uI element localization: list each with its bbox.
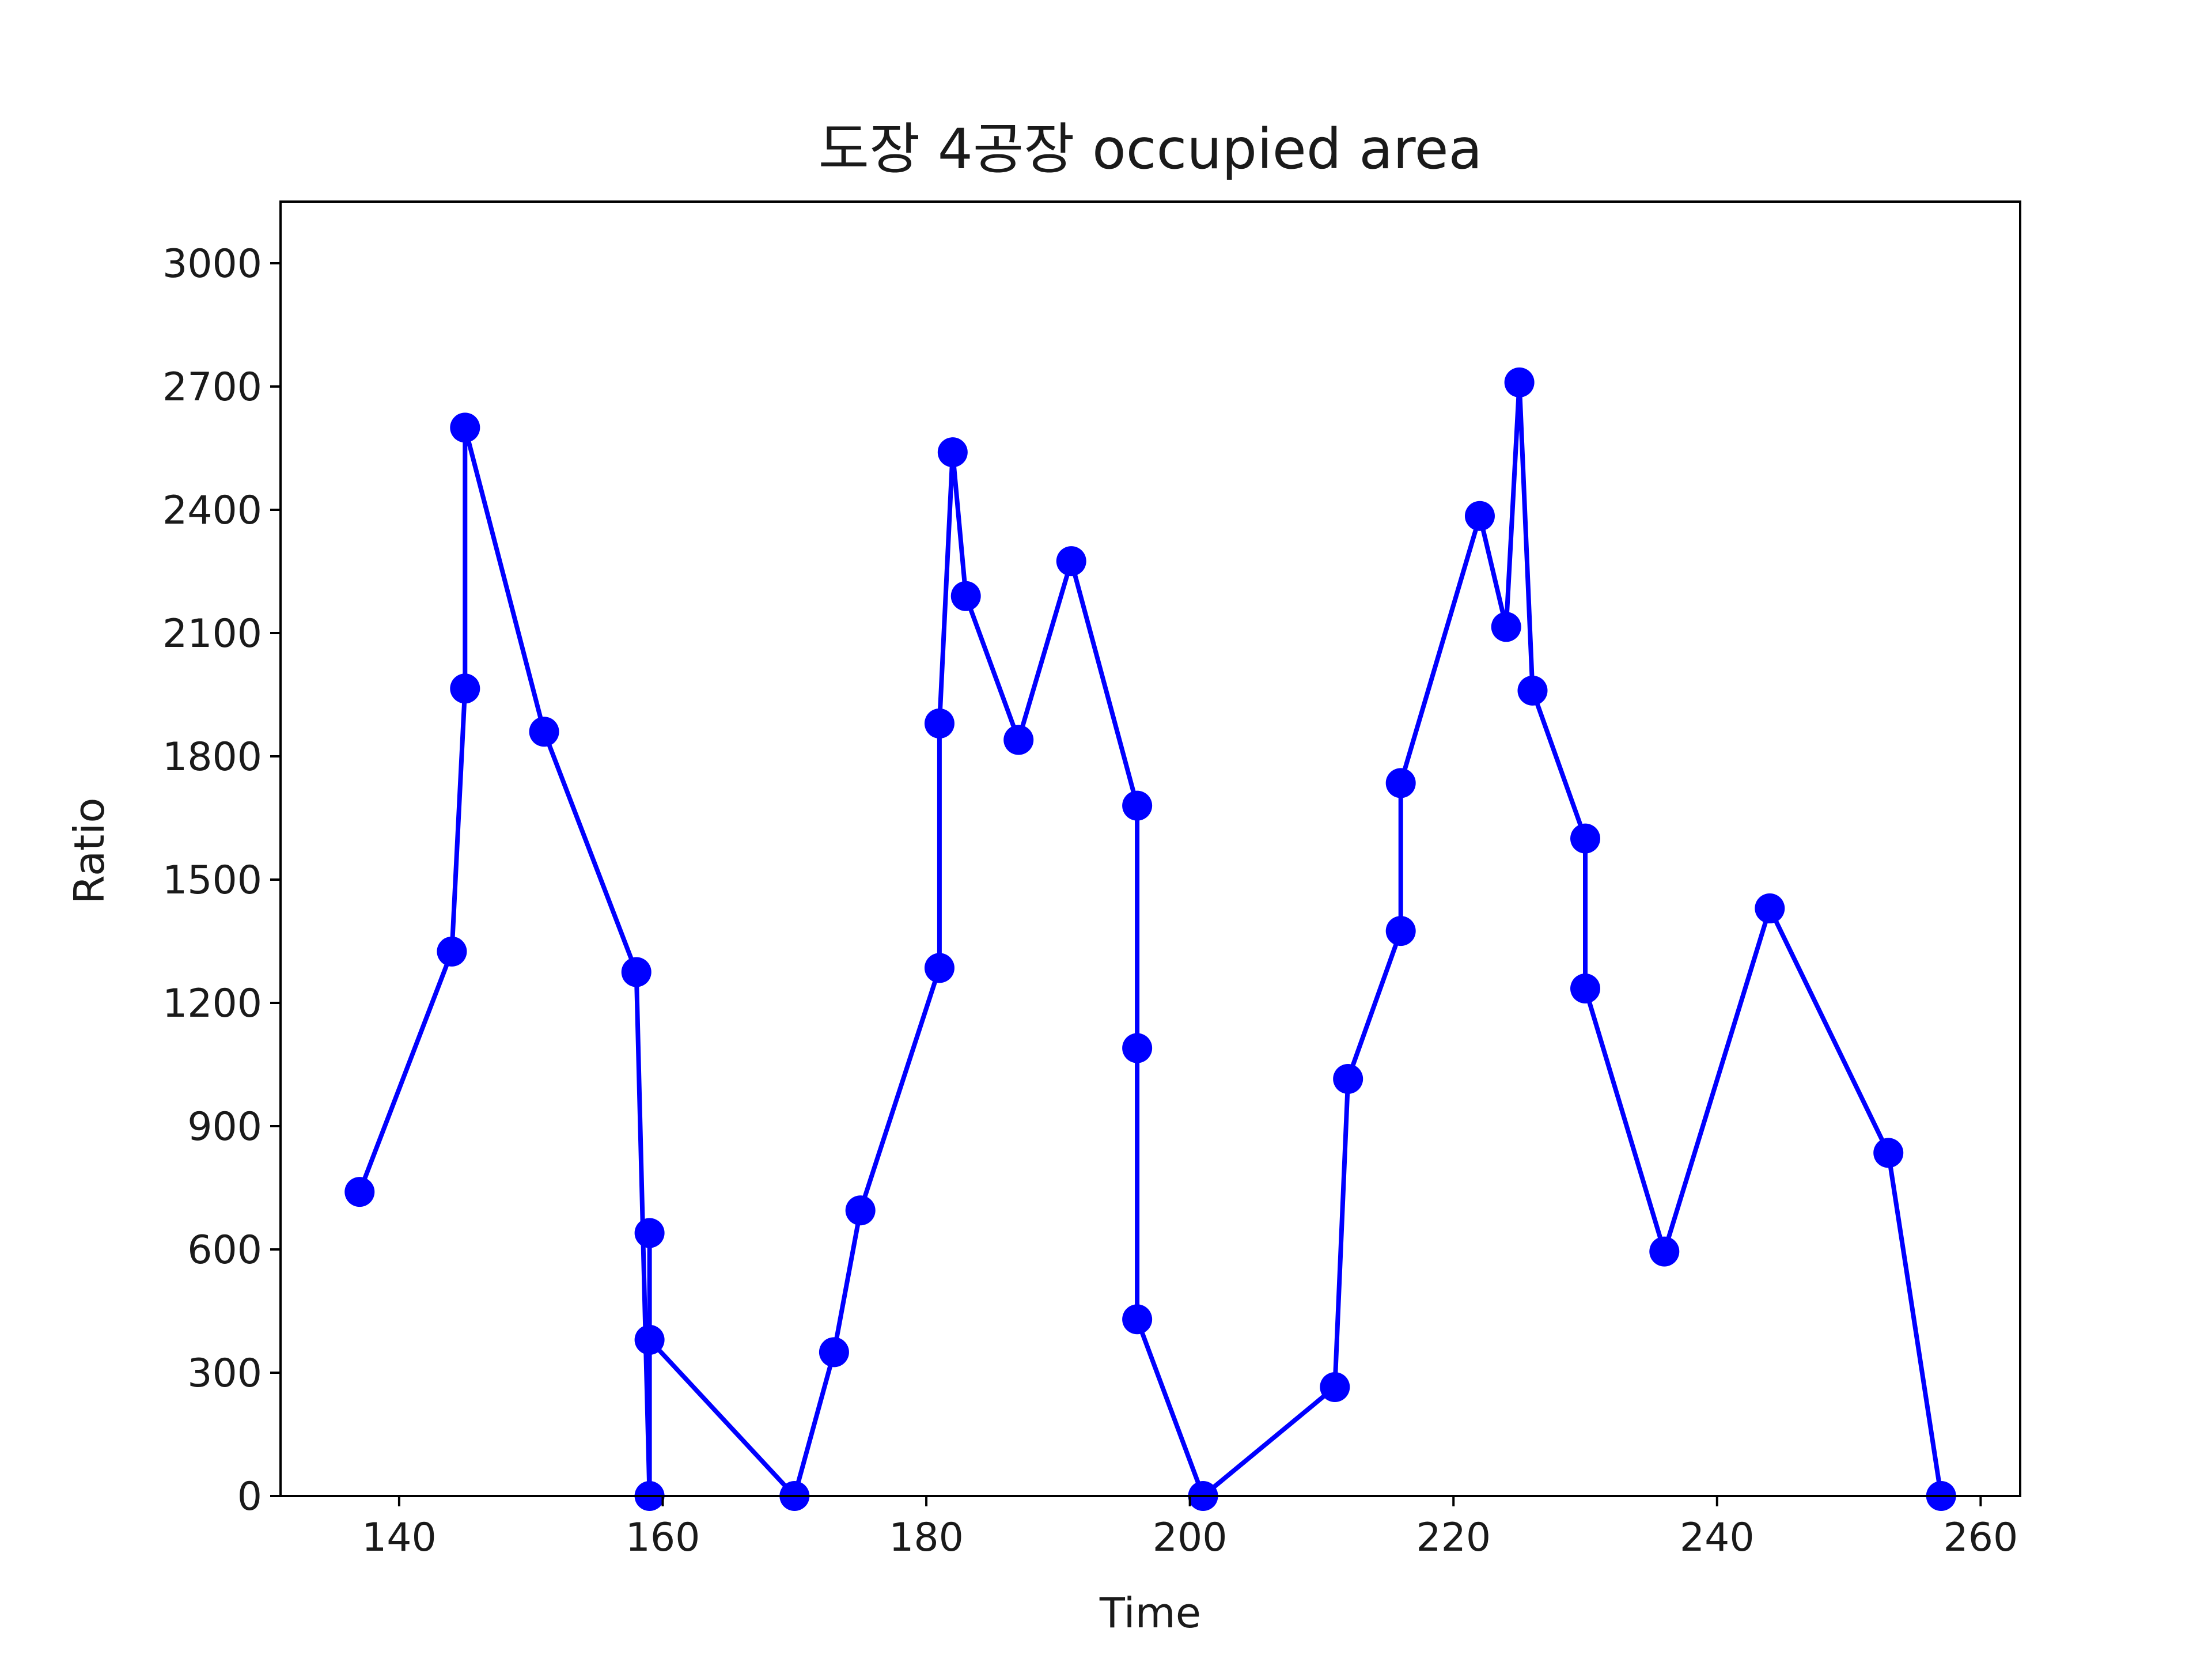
y-tick-label: 1200: [162, 981, 262, 1027]
series-line: [357, 380, 1944, 1498]
y-tick-label: 1500: [162, 858, 262, 903]
y-tick-label: 2700: [162, 365, 262, 410]
x-tick-label: 160: [626, 1515, 700, 1560]
data-point: [950, 581, 981, 611]
data-point: [937, 437, 968, 468]
data-point: [437, 936, 467, 967]
axes-frame: [279, 200, 2021, 1497]
data-point: [1122, 790, 1153, 821]
x-axis-label: Time: [1099, 1589, 1201, 1637]
data-point: [1873, 1138, 1904, 1168]
data-point: [634, 1218, 665, 1248]
data-point: [1491, 612, 1521, 642]
chart-title: 도장 4공장 occupied area: [819, 117, 1483, 181]
data-point: [450, 412, 480, 443]
data-point: [1649, 1236, 1680, 1267]
y-tick-label: 3000: [162, 241, 262, 287]
x-tick-label: 200: [1153, 1515, 1228, 1560]
x-axis-ticks: 140 160 180 200 220 240 260: [362, 1496, 2018, 1560]
data-point: [1385, 768, 1416, 798]
y-tick-label: 2100: [162, 611, 262, 657]
y-tick-label: 600: [187, 1228, 262, 1273]
data-point: [450, 673, 480, 704]
data-point: [1122, 1033, 1153, 1063]
data-point: [1003, 725, 1034, 755]
data-point: [529, 717, 559, 747]
x-tick-label: 260: [1943, 1515, 2018, 1560]
data-point: [1570, 823, 1600, 854]
data-point: [634, 1324, 665, 1355]
data-point: [819, 1337, 849, 1368]
data-point: [845, 1195, 876, 1226]
y-tick-label: 900: [187, 1104, 262, 1150]
data-point: [1504, 367, 1535, 397]
y-tick-label: 1800: [162, 734, 262, 780]
data-point: [1517, 675, 1548, 706]
data-point: [1056, 546, 1086, 577]
x-tick-label: 220: [1416, 1515, 1491, 1560]
data-point: [1320, 1372, 1350, 1402]
data-point: [1570, 974, 1600, 1004]
x-tick-label: 180: [889, 1515, 964, 1560]
y-tick-label: 300: [187, 1351, 262, 1396]
data-point: [1755, 893, 1785, 923]
data-point: [1122, 1304, 1153, 1335]
data-point: [344, 1177, 375, 1207]
y-tick-label: 0: [237, 1474, 262, 1520]
data-point: [1333, 1063, 1363, 1094]
y-axis-ticks: 0 300 600 900 1200 1500 1800 2100 2400 2700 3000: [162, 241, 281, 1520]
x-tick-label: 140: [362, 1515, 437, 1560]
data-point: [924, 953, 955, 983]
data-point: [1464, 501, 1495, 531]
data-point: [621, 957, 652, 987]
x-tick-label: 240: [1680, 1515, 1755, 1560]
y-axis-label: Ratio: [65, 798, 113, 904]
data-point: [924, 708, 955, 738]
y-tick-label: 2400: [162, 488, 262, 533]
data-point: [1385, 916, 1416, 946]
